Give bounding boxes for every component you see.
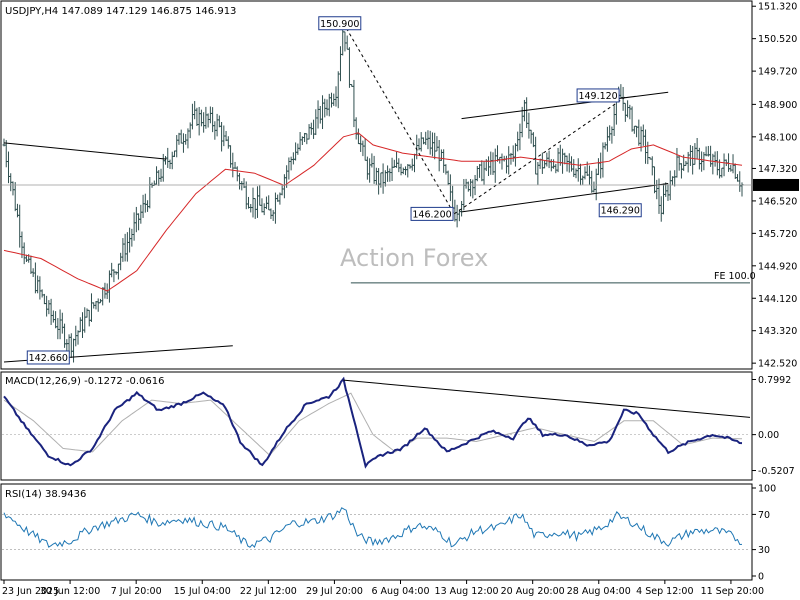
price-tick-label: 144.120	[758, 294, 797, 305]
rsi-tick-label: 70	[758, 510, 770, 521]
price-tick-label: 144.920	[758, 261, 797, 272]
time-tick-label: 6 Aug 04:00	[371, 586, 429, 597]
symbol-header: USDJPY,H4 147.089 147.129 146.875 146.91…	[5, 6, 236, 17]
price-tick-label: 150.520	[758, 34, 797, 45]
svg-text:146.200: 146.200	[412, 209, 451, 220]
rsi-header: RSI(14) 38.9436	[5, 489, 86, 500]
price-tick-label: 149.720	[758, 67, 797, 78]
time-tick-label: 13 Aug 12:00	[435, 586, 499, 597]
time-tick-label: 4 Sep 12:00	[636, 586, 693, 597]
price-annotation: 146.290	[598, 203, 642, 218]
moving-average-line	[3, 132, 743, 292]
projection-line-1	[343, 23, 455, 215]
price-tick-label: 148.900	[758, 100, 797, 111]
macd-layer	[2, 376, 751, 469]
macd-tick-label: 0.7992	[758, 375, 791, 386]
price-annotation: 146.200	[410, 206, 454, 221]
macd-line	[3, 376, 743, 469]
time-tick-label: 15 Jul 04:00	[174, 586, 231, 597]
macd-tick-label: -0.5207	[758, 466, 795, 477]
channel-lower-line	[461, 182, 669, 213]
macd-trendline	[343, 379, 751, 418]
projection-line-2	[453, 95, 628, 215]
price-tick-label: 143.320	[758, 326, 797, 337]
time-tick-label: 23 Jun 2025	[2, 586, 59, 597]
price-tick-label: 142.520	[758, 359, 797, 370]
price-tick-label: 148.100	[758, 132, 797, 143]
price-tick-label: 151.320	[758, 2, 797, 13]
svg-text:142.660: 142.660	[29, 353, 68, 364]
rsi-tick-label: 30	[758, 545, 770, 556]
channel-upper-line	[461, 91, 669, 120]
price-layer: FE 100.0 150.900 149.120 146.200 146.290 142.…	[2, 16, 756, 365]
left-resistance-line	[3, 142, 167, 160]
current-price-tag	[753, 178, 799, 191]
time-tick-label: 29 Jul 20:00	[306, 586, 363, 597]
time-tick-label: 30 Jun 12:00	[40, 586, 100, 597]
rsi-layer	[2, 507, 750, 550]
macd-tick-label: 0.00	[758, 430, 779, 441]
price-tick-label: 146.520	[758, 196, 797, 207]
macd-header: MACD(12,26,9) -0.1272 -0.0616	[5, 376, 165, 387]
current-price-label: 146.913	[758, 180, 797, 191]
rsi-tick-label: 0	[758, 572, 764, 583]
time-tick-label: 20 Aug 20:00	[501, 586, 565, 597]
price-tick-label: 147.320	[758, 164, 797, 175]
watermark: Action Forex	[340, 244, 488, 272]
price-tick-label: 145.720	[758, 229, 797, 240]
rsi-tick-label: 100	[758, 484, 776, 495]
price-annotation: 150.900	[318, 16, 362, 31]
svg-text:150.900: 150.900	[320, 19, 359, 30]
macd-signal-line	[3, 392, 743, 457]
price-annotation: 149.120	[576, 88, 620, 103]
svg-text:149.120: 149.120	[578, 91, 617, 102]
time-tick-label: 11 Sep 20:00	[701, 586, 764, 597]
rsi-panel-frame	[0, 483, 753, 581]
macd-panel-frame	[0, 371, 753, 481]
time-tick-label: 28 Aug 04:00	[567, 586, 631, 597]
time-tick-label: 7 Jul 20:00	[111, 586, 162, 597]
time-tick-label: 22 Jul 12:00	[240, 586, 297, 597]
rsi-line	[3, 507, 743, 549]
svg-text:146.290: 146.290	[601, 206, 640, 217]
fe-level-label: FE 100.0	[714, 271, 756, 282]
price-annotation: 142.660	[26, 350, 70, 365]
